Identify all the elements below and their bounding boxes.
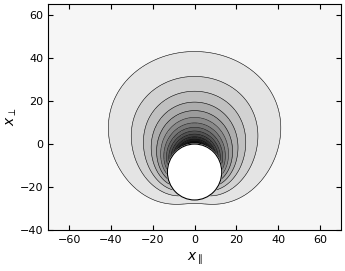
X-axis label: $x_{\parallel}$: $x_{\parallel}$: [187, 250, 203, 267]
Circle shape: [167, 144, 222, 200]
Y-axis label: $x_{\perp}$: $x_{\perp}$: [4, 108, 19, 127]
